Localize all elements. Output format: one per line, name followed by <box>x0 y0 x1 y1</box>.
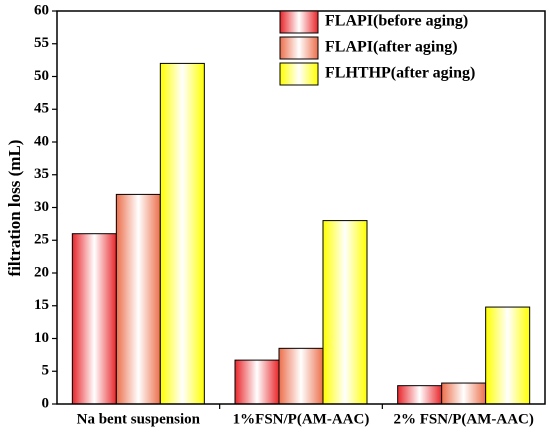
bar <box>397 385 443 405</box>
y-tick-label: 5 <box>42 363 50 379</box>
legend-label: FLHTHP(after aging) <box>325 65 475 82</box>
y-tick-label: 15 <box>34 297 49 313</box>
x-tick-label: 2% FSN/P(AM-AAC) <box>393 411 533 427</box>
y-tick-label: 50 <box>34 68 49 84</box>
bar <box>278 347 324 405</box>
bar <box>485 306 531 405</box>
legend-swatch <box>279 36 319 60</box>
legend-label: FLAPI(after aging) <box>325 39 458 56</box>
bar <box>322 220 368 405</box>
y-tick-label: 10 <box>34 330 49 346</box>
bar <box>441 382 487 405</box>
y-tick-label: 60 <box>34 2 49 18</box>
bar <box>115 193 161 405</box>
bar <box>71 233 117 405</box>
y-tick-label: 25 <box>34 232 49 248</box>
y-tick-label: 45 <box>34 101 49 117</box>
y-tick-label: 30 <box>34 199 49 215</box>
y-axis-label: filtration loss (mL) <box>5 140 24 277</box>
y-tick-label: 20 <box>34 264 49 280</box>
y-tick-label: 0 <box>42 395 50 411</box>
y-tick-label: 40 <box>34 133 49 149</box>
legend-label: FLAPI(before aging) <box>325 13 468 30</box>
x-tick-label: 1%FSN/P(AM-AAC) <box>233 411 370 427</box>
bar <box>234 359 280 405</box>
y-tick-label: 55 <box>34 35 49 51</box>
bar <box>159 62 205 405</box>
legend-swatch <box>279 62 319 86</box>
x-tick-label: Na bent suspension <box>77 411 201 427</box>
legend-swatch <box>279 10 319 34</box>
y-tick-label: 35 <box>34 166 49 182</box>
